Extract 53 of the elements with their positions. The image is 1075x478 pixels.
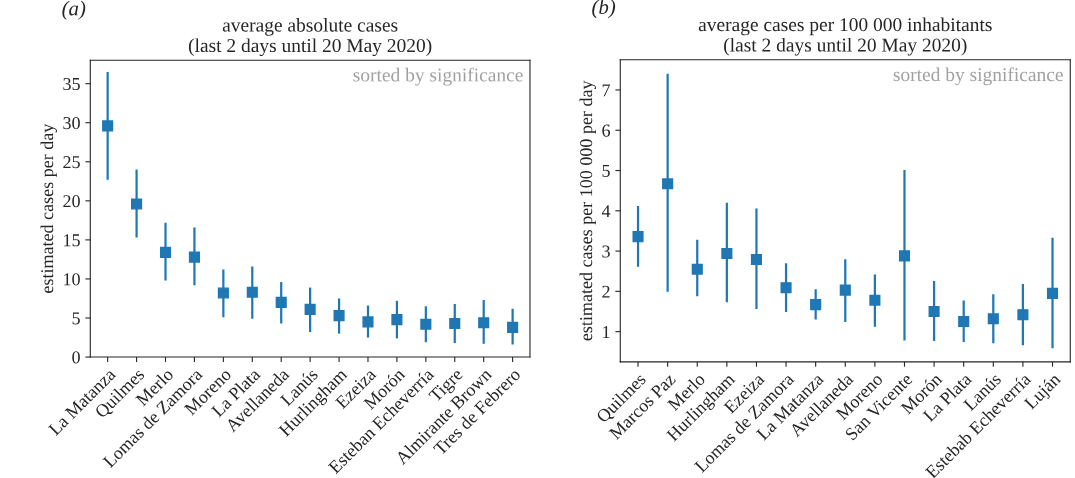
y-tick-label: 5	[72, 312, 80, 325]
point	[928, 305, 940, 318]
y-tick-label: 25	[63, 156, 80, 169]
point	[632, 231, 644, 243]
y-tick-label: 0	[72, 351, 80, 364]
y-tick-label: 10	[64, 273, 80, 286]
text: (b)	[592, 0, 616, 19]
text: (a)	[62, 0, 86, 20]
annotation: sorted by significance	[893, 67, 1063, 86]
y-tick-label: 5	[602, 164, 610, 177]
point	[662, 178, 674, 190]
point	[304, 303, 316, 315]
y-tick-label: 7	[602, 84, 611, 97]
y-tick-label: 6	[602, 124, 611, 137]
y-tick-label: 20	[63, 195, 80, 208]
point	[780, 282, 792, 294]
point	[1017, 309, 1029, 321]
point	[333, 310, 345, 322]
point	[987, 313, 999, 325]
point	[275, 296, 287, 308]
point	[131, 198, 143, 210]
point	[507, 321, 519, 333]
chart-title: average absolute cases (last 2 days until 20 May 2020)	[188, 18, 432, 57]
point	[420, 318, 432, 330]
point	[958, 316, 970, 328]
y-tick-label: 30	[63, 116, 80, 130]
point	[898, 250, 911, 262]
point	[188, 251, 200, 263]
point	[750, 253, 763, 266]
y-tick-label: 35	[63, 77, 80, 91]
chart-title: average cases per 100 000 inhabitants (last 2 days until 20 May 2020)	[698, 17, 992, 56]
point	[159, 246, 172, 258]
y-tick-label: 1	[603, 325, 610, 338]
y-tick-label: 3	[602, 245, 610, 258]
point	[391, 314, 403, 326]
point	[810, 299, 822, 311]
y-axis-title: estimated cases per day	[40, 123, 57, 293]
point	[839, 284, 851, 296]
point	[691, 263, 703, 275]
point	[246, 286, 258, 298]
point	[102, 120, 114, 132]
point	[217, 287, 229, 299]
point	[478, 317, 490, 329]
y-tick-label: 15	[64, 234, 80, 247]
y-tick-label: 2	[602, 285, 610, 298]
y-axis-title: estimated cases per 100 000 per day	[579, 80, 596, 341]
y-tick-label: 4	[601, 205, 611, 218]
point	[721, 247, 733, 260]
point	[449, 317, 461, 330]
point	[869, 294, 881, 306]
point	[1046, 287, 1059, 299]
annotation: sorted by significance	[353, 67, 523, 86]
point	[362, 316, 374, 328]
